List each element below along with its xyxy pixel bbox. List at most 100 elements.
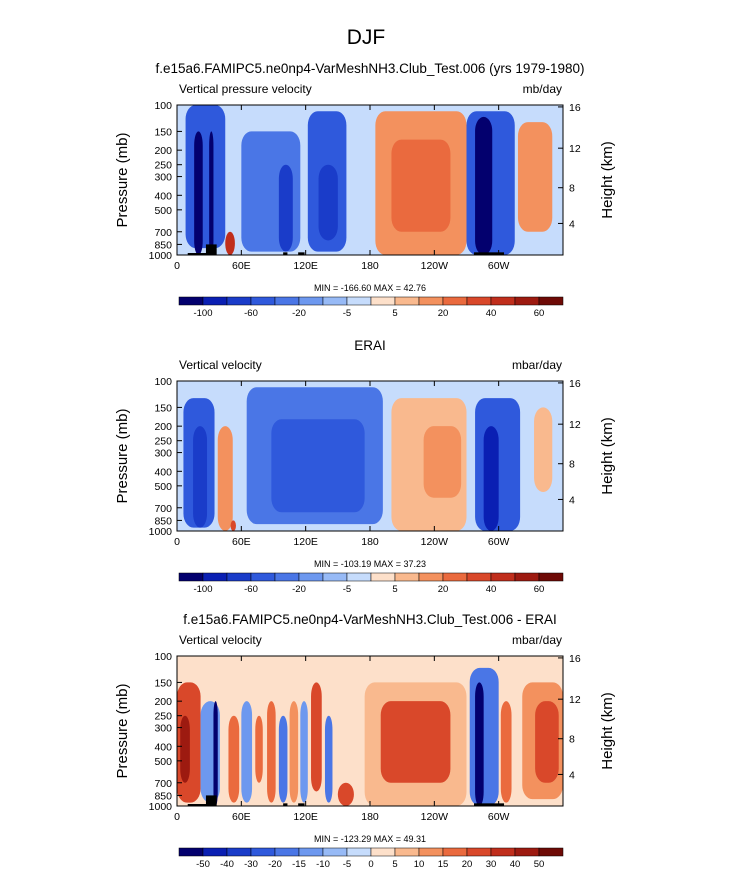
y-tick-label: 850 <box>154 790 172 802</box>
y-tick-label: 200 <box>154 696 172 708</box>
colorbar-label: 40 <box>510 859 521 870</box>
colorbar-box <box>418 296 444 306</box>
field-region <box>213 701 218 806</box>
colorbar-box <box>202 847 228 857</box>
x-tick-label: 60W <box>488 536 510 548</box>
y-tick-label: 850 <box>154 515 172 527</box>
y-axis-label-right: Height (km) <box>599 141 616 219</box>
colorbar-box <box>442 572 468 582</box>
x-tick-label: 0 <box>174 260 180 272</box>
colorbar-box <box>442 847 468 857</box>
min-max-stats: MIN = -166.60 MAX = 42.76 <box>314 283 426 293</box>
x-tick-label: 120W <box>421 260 449 272</box>
field-region <box>194 131 203 255</box>
colorbar-label: -60 <box>244 308 258 319</box>
field-region <box>255 715 263 783</box>
field-region <box>500 701 512 803</box>
panel-model: f.e15a6.FAMIPC5.ne0np4-VarMeshNH3.Club_T… <box>114 61 616 319</box>
field-region <box>475 116 493 255</box>
y-tick-label: 100 <box>154 376 172 388</box>
right-tick-label: 16 <box>569 653 581 665</box>
topography-mask <box>283 252 288 255</box>
y-tick-label: 400 <box>154 190 172 202</box>
colorbar-box <box>346 847 372 857</box>
colorbar: -100 -60 -20 -5 5 20 40 60 <box>178 572 564 595</box>
colorbar-box <box>178 847 204 857</box>
right-tick-label: 8 <box>569 183 575 195</box>
colorbar-label: -20 <box>292 584 306 595</box>
field-region <box>337 782 354 806</box>
colorbar-label: -5 <box>343 859 351 870</box>
colorbar-label: 20 <box>438 308 449 319</box>
colorbar-box <box>178 296 204 306</box>
x-tick-label: 60W <box>488 811 510 823</box>
field-region <box>230 520 236 531</box>
colorbar-box <box>250 847 276 857</box>
colorbar-label: 30 <box>486 859 497 870</box>
colorbar-label: 5 <box>392 859 397 870</box>
x-tick-label: 180 <box>361 811 379 823</box>
colorbar-box <box>226 847 252 857</box>
field-region <box>271 419 365 513</box>
colorbar-label: 40 <box>486 584 497 595</box>
y-tick-label: 100 <box>154 100 172 112</box>
colorbar-box <box>538 847 564 857</box>
panel-difference: f.e15a6.FAMIPC5.ne0np4-VarMeshNH3.Club_T… <box>114 612 616 870</box>
colorbar-label: 60 <box>534 308 545 319</box>
field-region <box>324 715 333 803</box>
colorbar-label: 20 <box>462 859 473 870</box>
field-region <box>391 139 451 232</box>
colorbar-label: -30 <box>244 859 258 870</box>
panel-title: ERAI <box>354 338 386 353</box>
y-tick-label: 400 <box>154 466 172 478</box>
field-region <box>469 667 499 806</box>
y-tick-label: 300 <box>154 172 172 184</box>
colorbar: -50 -40 -30 -20 -15 -10 -5 0 5 10 15 20 30 40 50 <box>178 847 564 870</box>
field-region <box>289 701 299 803</box>
right-tick-label: 4 <box>569 769 575 781</box>
colorbar-box <box>538 296 564 306</box>
y-tick-label: 500 <box>154 756 172 768</box>
field-region <box>241 701 253 803</box>
colorbar-box <box>178 572 204 582</box>
colorbar-box <box>490 847 516 857</box>
left-string: Vertical velocity <box>179 633 262 647</box>
colorbar-label: -100 <box>193 308 212 319</box>
colorbar-box <box>298 847 324 857</box>
contour-field <box>177 105 563 255</box>
topography-mask <box>205 244 217 255</box>
colorbar-box <box>250 572 276 582</box>
y-tick-label: 850 <box>154 239 172 251</box>
topography-mask <box>298 252 305 255</box>
colorbar-box <box>298 296 324 306</box>
colorbar-box <box>202 572 228 582</box>
field-region <box>475 682 484 806</box>
topography-mask <box>474 803 505 806</box>
contour-field <box>177 381 563 531</box>
y-tick-label: 250 <box>154 160 172 172</box>
field-region <box>228 715 240 803</box>
y-tick-label: 1000 <box>149 250 173 262</box>
field-region <box>380 701 451 783</box>
colorbar-label: 50 <box>534 859 545 870</box>
field-region <box>193 426 208 528</box>
colorbar-label: 15 <box>438 859 449 870</box>
x-tick-label: 60E <box>232 260 251 272</box>
right-tick-label: 8 <box>569 459 575 471</box>
colorbar-label: -15 <box>292 859 306 870</box>
field-region <box>483 426 499 531</box>
colorbar-label: -50 <box>196 859 210 870</box>
field-region <box>278 164 293 252</box>
colorbar-box <box>298 572 324 582</box>
topography-mask <box>205 795 217 806</box>
colorbar-box <box>274 296 300 306</box>
y-axis-label: Pressure (mb) <box>114 408 131 503</box>
y-tick-label: 1000 <box>149 526 173 538</box>
colorbar-box <box>514 296 540 306</box>
x-tick-label: 60E <box>232 811 251 823</box>
field-region <box>180 715 190 783</box>
topography-mask <box>298 803 305 806</box>
y-tick-label: 500 <box>154 481 172 493</box>
colorbar-box <box>514 572 540 582</box>
colorbar-box <box>394 572 420 582</box>
